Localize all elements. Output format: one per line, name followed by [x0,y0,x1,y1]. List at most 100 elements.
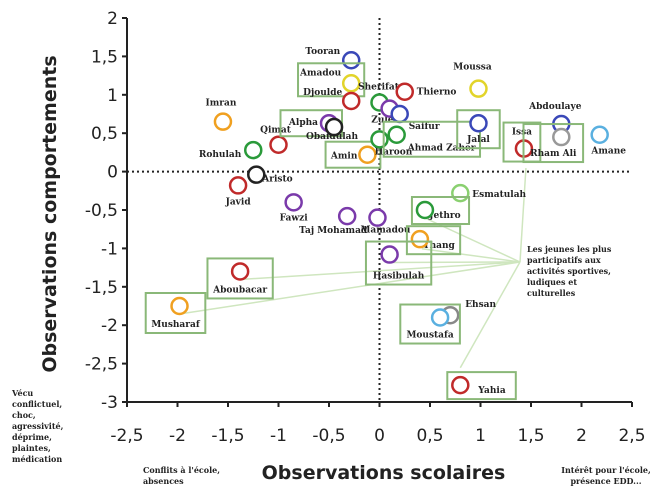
x-axis-title: Observations scolaires [262,462,506,484]
callout-lines [179,168,527,369]
point-marker [415,200,435,220]
point-marker [324,117,344,137]
point-marker [552,127,571,147]
label-box [382,120,482,158]
y-tick-label: -2 [101,316,118,336]
point-marker [341,91,361,111]
y-tick-label: -2,5 [85,355,118,375]
point-label: Rohulah [199,150,242,160]
point-marker [228,176,248,195]
point-marker [590,125,609,144]
data-point: Mamadou [360,208,411,236]
data-point: Djoulde [303,88,361,111]
point-marker [230,262,250,281]
point-label: Jalal [466,135,490,145]
label-box [297,62,366,98]
point-marker [341,50,361,70]
y-tick-label: -1 [101,239,118,259]
label-box [456,109,501,150]
data-point: Jethro [410,196,471,225]
point-label: Haroon [375,147,413,157]
point-label: Ahmad Zaher [407,144,476,154]
y-tick-label: 1,5 [91,47,118,67]
data-points: Tooran Amadou Djoulde Sherifat Zuleha Thierno… [144,47,626,401]
point-marker [247,165,266,184]
data-point: Moussa [453,63,492,98]
point-marker [469,79,488,98]
point-label: Fawzi [280,213,309,223]
point-label: Thierno [417,88,457,98]
point-label: Thang [423,241,456,251]
data-point: Yahia [446,371,517,401]
point-label: Amane [590,147,626,157]
x-tick-label: -1 [270,426,287,446]
point-marker [387,125,406,144]
point-label: Esmatulah [472,190,526,200]
point-marker [380,245,399,264]
data-point: Taj Mohamad [299,206,368,236]
y-tick-label: -1,5 [85,278,118,298]
data-point: Abdoulaye [528,102,582,134]
point-marker [337,206,357,226]
point-label: Zuleha [371,116,406,126]
point-label: Amadou [299,68,342,78]
data-point: Imran [206,99,237,131]
callout-line [391,261,521,264]
point-label: Abdoulaye [528,102,582,112]
data-point: Hasibulah [364,240,433,286]
point-marker [395,82,414,101]
point-marker [469,113,488,133]
label-box [364,240,433,286]
x-positive-note: Intérêt pour l'école, présence EDD... [561,465,651,486]
point-label: Saifur [409,122,440,132]
data-point: Jalal [456,109,501,150]
label-box [522,123,585,164]
x-tick-label: -2 [169,426,186,446]
label-box [405,225,462,256]
point-label: Moustafa [406,331,453,341]
callout-line [179,261,521,315]
x-tick-label: -0,5 [312,426,345,446]
label-box [324,140,382,169]
y-tick-label: 0,5 [91,124,118,144]
callout-line [240,261,521,281]
label-box [502,121,542,163]
point-label: Sherifat [358,82,400,92]
point-marker [430,308,450,327]
data-point: Musharaf [144,292,207,334]
data-point: Rohulah [199,140,263,160]
point-label: Issa [512,128,532,138]
y-negative-note: Vécu conflictuel, choc, agressivité, dép… [12,388,64,464]
point-marker [244,140,263,160]
point-label: Qimat [260,126,292,136]
data-point: Amin [324,140,382,169]
x-tick-label: 1 [475,426,486,446]
point-label: Rham Ali [530,149,577,159]
y-tick-label: 2 [107,9,118,29]
y-tick-label: -0,5 [85,201,118,221]
point-label: Javid [225,197,252,207]
axes: -2,5 -2 -1,5 -1 -0,5 0 0,5 1 1,5 2 2,5 2 1,5 1 0,5 0 -0,… [85,9,646,446]
point-label: Amin [330,152,358,162]
data-point: Amane [590,125,626,157]
callout-line [421,247,521,263]
point-marker [368,208,387,227]
x-tick-label: -1,5 [211,426,244,446]
point-marker [370,130,389,149]
data-point: Aristo [247,165,293,185]
point-label: Musharaf [151,320,201,330]
point-label: Imran [206,99,237,109]
data-point: Saifur [390,104,440,132]
point-marker [341,74,361,93]
point-marker [390,104,409,124]
point-label: Hasibulah [373,272,425,282]
point-marker [451,183,470,203]
point-label: Aristo [261,175,292,185]
point-label: Djoulde [303,88,342,98]
point-label: Jethro [428,211,460,221]
callout-line [519,168,527,263]
x-tick-label: 1,5 [517,426,544,446]
point-label: Taj Mohamad [299,226,368,236]
y-tick-label: 1 [107,86,118,106]
